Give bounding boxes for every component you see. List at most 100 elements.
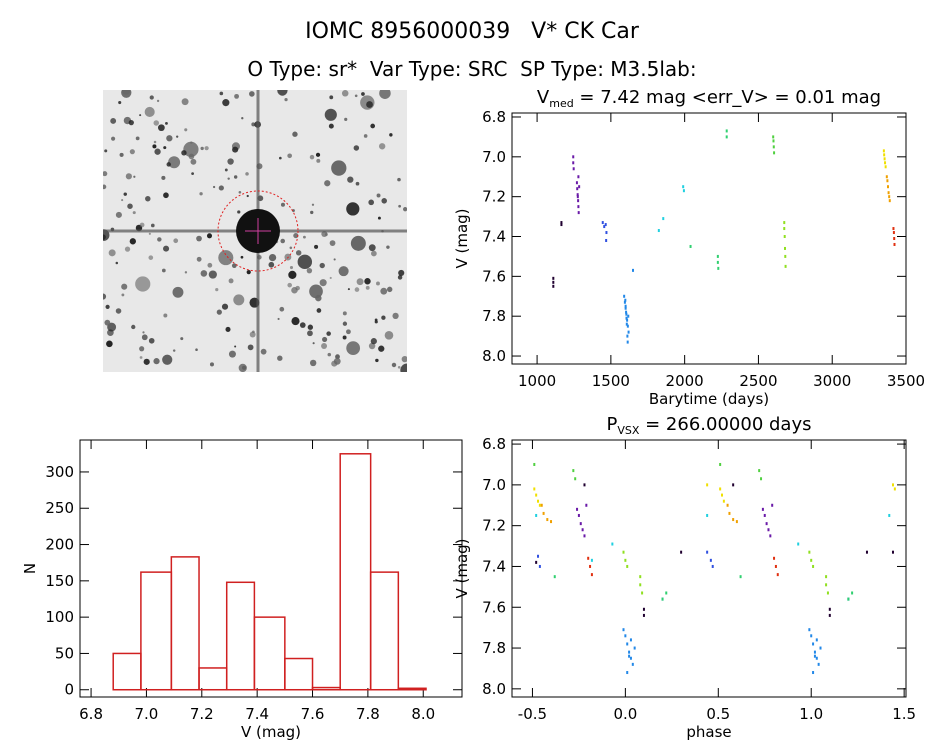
- star: [324, 180, 331, 187]
- data-point: [763, 513, 766, 517]
- data-point: [540, 503, 543, 507]
- data-point: [735, 520, 738, 524]
- star: [247, 344, 254, 351]
- star: [166, 135, 173, 142]
- star: [368, 244, 376, 252]
- star: [204, 146, 209, 151]
- star: [310, 210, 314, 215]
- data-point: [537, 499, 540, 503]
- star: [115, 211, 122, 218]
- y-tick-label: 7.6: [482, 598, 506, 616]
- star: [129, 238, 136, 245]
- x-axis-label: phase: [686, 723, 731, 741]
- star: [180, 337, 184, 341]
- star: [316, 308, 322, 313]
- data-point: [783, 246, 786, 250]
- star: [398, 269, 405, 276]
- star: [386, 286, 393, 293]
- data-point: [808, 550, 811, 554]
- data-point: [717, 266, 720, 270]
- data-point: [623, 300, 626, 304]
- star: [246, 270, 251, 275]
- data-point: [622, 550, 625, 554]
- star: [191, 172, 194, 175]
- star: [361, 92, 365, 96]
- star: [183, 141, 199, 157]
- star: [156, 99, 160, 103]
- y-tick-label: 7.4: [482, 228, 506, 246]
- data-point: [601, 221, 604, 225]
- star: [227, 158, 234, 165]
- star: [319, 262, 325, 269]
- star: [289, 265, 294, 270]
- star: [190, 158, 197, 165]
- star: [321, 343, 328, 349]
- data-point: [622, 628, 625, 632]
- star: [246, 194, 249, 198]
- star: [319, 279, 327, 287]
- x-tick-label: 7.2: [190, 705, 214, 723]
- data-point: [773, 151, 776, 155]
- data-point: [732, 483, 735, 487]
- star: [365, 285, 370, 290]
- y-tick-label: 50: [55, 644, 74, 662]
- y-tick-label: 7.8: [482, 307, 506, 325]
- star: [228, 350, 236, 358]
- star: [324, 108, 337, 121]
- data-point: [578, 185, 581, 189]
- y-axis-label: V (mag): [453, 538, 471, 598]
- data-point: [891, 483, 894, 487]
- star: [354, 94, 358, 98]
- page-subtitle: O Type: sr* Var Type: SRC SP Type: M3.5l…: [247, 57, 696, 81]
- y-tick-label: 250: [45, 499, 74, 517]
- star: [342, 335, 347, 340]
- chart-title-part: V: [537, 87, 550, 108]
- star: [129, 149, 135, 155]
- star: [123, 192, 127, 196]
- data-point: [629, 656, 632, 660]
- data-point: [631, 662, 634, 666]
- star: [335, 354, 340, 360]
- data-point: [706, 550, 709, 554]
- data-point: [553, 575, 556, 579]
- data-point: [719, 487, 722, 491]
- star: [371, 250, 377, 257]
- star: [279, 306, 285, 312]
- data-point: [639, 583, 642, 587]
- star: [142, 331, 145, 334]
- data-point: [812, 671, 815, 675]
- plot-frame: [511, 112, 907, 365]
- star: [277, 90, 288, 96]
- data-point: [808, 628, 811, 632]
- star: [344, 117, 348, 121]
- data-point: [560, 223, 563, 227]
- data-point: [776, 573, 779, 577]
- star: [386, 245, 390, 249]
- star: [316, 158, 321, 163]
- data-point: [887, 191, 890, 195]
- data-point: [893, 237, 896, 240]
- data-point: [629, 638, 632, 642]
- star: [196, 256, 202, 262]
- data-point: [605, 231, 608, 235]
- star: [139, 356, 143, 359]
- data-point: [574, 477, 577, 481]
- star: [331, 160, 347, 176]
- star: [152, 144, 157, 149]
- star: [277, 355, 283, 361]
- data-point: [611, 542, 614, 546]
- star: [389, 133, 393, 137]
- star: [124, 246, 131, 252]
- data-point: [642, 607, 645, 611]
- data-point: [626, 564, 629, 568]
- data-point: [888, 199, 891, 203]
- star: [135, 136, 140, 141]
- star: [287, 282, 292, 288]
- star: [103, 184, 107, 190]
- star: [153, 140, 157, 144]
- data-point: [772, 139, 775, 143]
- y-tick-label: 6.8: [482, 108, 506, 126]
- data-point: [810, 634, 813, 638]
- data-point: [739, 575, 742, 579]
- data-point: [642, 613, 645, 617]
